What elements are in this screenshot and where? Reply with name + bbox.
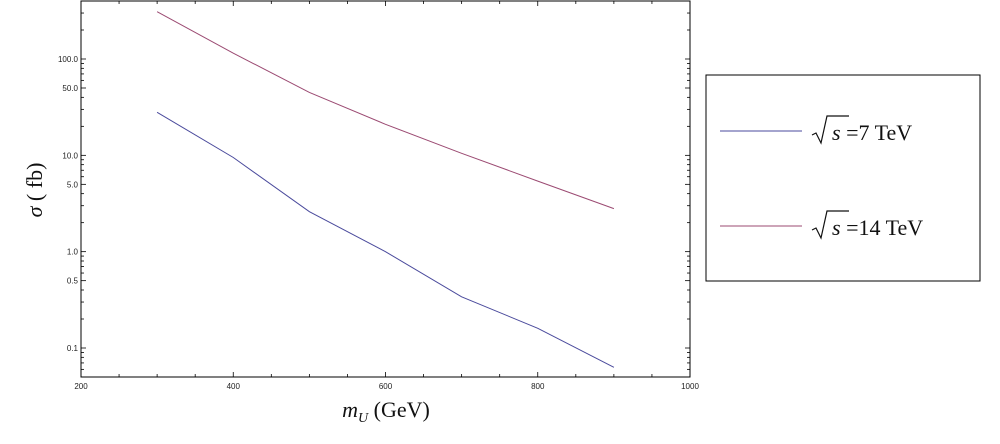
x-tick-label: 1000	[681, 382, 699, 391]
y-tick-label: 5.0	[67, 180, 79, 189]
y-tick-label: 0.5	[67, 277, 79, 286]
series-line-14tev	[156, 11, 615, 210]
x-axis-title: mU (GeV)	[342, 397, 430, 426]
legend: s =7 TeV s =14 TeV	[705, 74, 981, 282]
sqrt-symbol-14tev	[811, 210, 849, 240]
y-tick-label: 0.1	[67, 344, 79, 353]
plot-frame	[80, 0, 691, 378]
series-group	[156, 11, 615, 368]
legend-item-14tev: s =14 TeV	[720, 210, 923, 240]
legend-label-14tev: s =14 TeV	[832, 215, 923, 240]
y-tick-label: 100.0	[58, 55, 79, 64]
y-axis-title: σ ( fb)	[22, 163, 47, 218]
y-tick-label: 50.0	[62, 84, 78, 93]
x-tick-label: 400	[227, 382, 241, 391]
legend-item-7tev: s =7 TeV	[720, 115, 912, 145]
legend-label-7tev: s =7 TeV	[832, 120, 912, 145]
axis-ticks: 200 400 600 800 1000 0.1 0.5 1.0 5.0 10.0 50.0 100.…	[58, 0, 699, 391]
y-tick-label: 1.0	[67, 248, 79, 257]
legend-box	[705, 74, 981, 282]
y-tick-label: 10.0	[62, 151, 78, 160]
x-tick-label: 200	[74, 382, 88, 391]
series-line-7tev	[156, 111, 615, 368]
x-tick-label: 600	[379, 382, 393, 391]
sqrt-symbol-7tev	[811, 115, 849, 145]
x-tick-label: 800	[531, 382, 545, 391]
